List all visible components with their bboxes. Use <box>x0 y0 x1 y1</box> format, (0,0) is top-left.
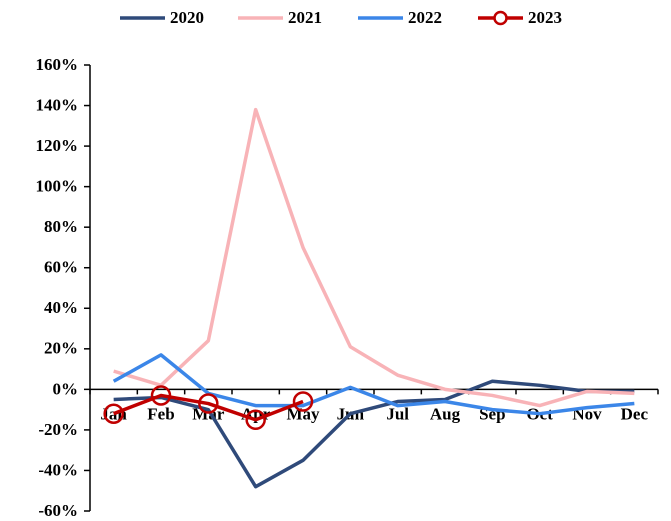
y-tick-label: 20% <box>44 339 78 358</box>
y-tick-label: 0% <box>53 379 79 398</box>
y-tick-label: 120% <box>36 136 79 155</box>
y-tick-label: 40% <box>44 298 78 317</box>
legend-marker <box>493 10 508 26</box>
y-tick-label: 160% <box>36 55 79 74</box>
legend-label: 2021 <box>288 8 322 27</box>
y-tick-label: 140% <box>36 95 79 114</box>
series-marker <box>103 403 124 424</box>
x-tick-label: May <box>286 404 320 423</box>
x-tick-label: Aug <box>430 404 461 423</box>
x-tick-label: Dec <box>621 404 649 423</box>
y-tick-label: 60% <box>44 258 78 277</box>
y-tick-label: -60% <box>38 501 78 520</box>
series-marker <box>245 409 266 431</box>
y-tick-label: -40% <box>38 460 78 479</box>
legend-label: 2022 <box>408 8 442 27</box>
y-tick-label: -20% <box>38 420 78 439</box>
y-tick-label: 80% <box>44 217 78 236</box>
series-line <box>112 353 635 416</box>
series-line <box>113 393 304 422</box>
legend-label: 2023 <box>528 8 562 27</box>
y-tick-label: 100% <box>36 177 79 196</box>
series-line <box>113 107 635 408</box>
legend-label: 2020 <box>170 8 204 27</box>
series-marker <box>150 385 172 406</box>
series-marker <box>198 393 219 414</box>
x-tick-label: Feb <box>147 404 174 423</box>
series-marker <box>292 391 314 412</box>
x-tick-label: Jul <box>386 404 409 423</box>
